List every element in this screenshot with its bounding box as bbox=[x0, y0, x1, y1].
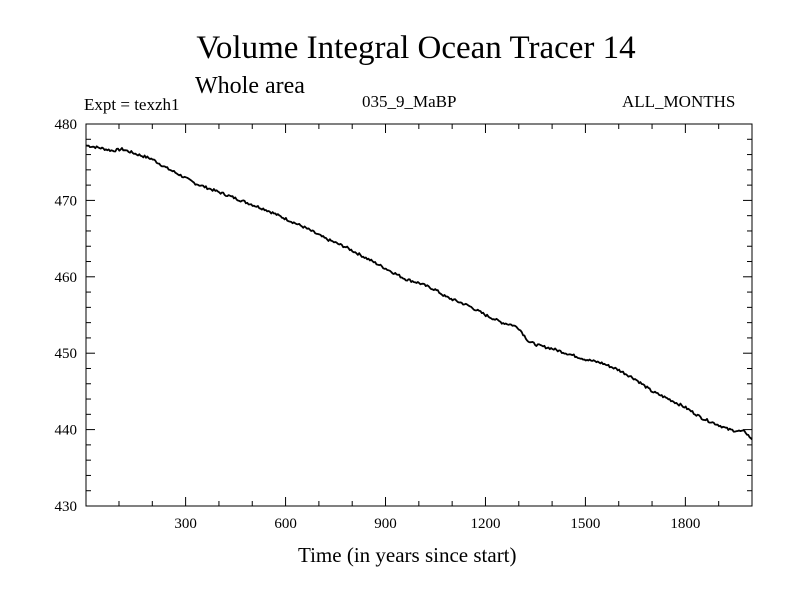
x-axis-ticks: 300 600 900 1200 1500 1800 bbox=[118, 124, 720, 532]
period-label: 035_9_MaBP bbox=[362, 92, 457, 111]
x-tick-label: 1200 bbox=[470, 516, 500, 532]
x-axis-label: Time (in years since start) bbox=[298, 543, 517, 567]
y-tick-label: 480 bbox=[55, 117, 78, 133]
chart-title: Volume Integral Ocean Tracer 14 bbox=[196, 30, 636, 66]
x-tick-label: 1500 bbox=[570, 516, 600, 532]
chart-subtitle: Whole area bbox=[195, 73, 305, 99]
series-layer bbox=[85, 144, 753, 441]
x-tick-label: 1800 bbox=[670, 516, 700, 532]
y-axis-ticks: 430 440 450 460 470 480 bbox=[55, 117, 752, 515]
y-tick-label: 440 bbox=[55, 423, 78, 439]
experiment-label: Expt = texzh1 bbox=[84, 95, 180, 114]
x-tick-label: 900 bbox=[374, 516, 397, 532]
y-tick-label: 470 bbox=[55, 193, 78, 209]
series-line bbox=[85, 144, 753, 441]
y-tick-label: 430 bbox=[55, 499, 78, 515]
y-tick-label: 450 bbox=[55, 346, 78, 362]
months-label: ALL_MONTHS bbox=[622, 92, 736, 111]
x-tick-label: 600 bbox=[274, 516, 297, 532]
plot-frame bbox=[85, 123, 753, 507]
x-tick-label: 300 bbox=[174, 516, 197, 532]
y-tick-label: 460 bbox=[55, 270, 78, 286]
